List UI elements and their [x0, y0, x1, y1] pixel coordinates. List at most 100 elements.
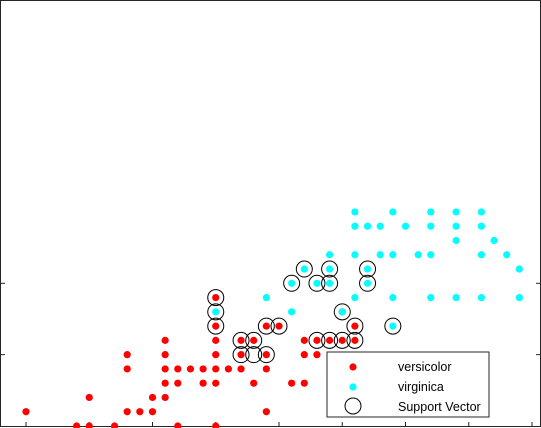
virginica-point [427, 251, 435, 259]
support-vector-circle [321, 331, 339, 349]
versicolor-point [338, 336, 346, 344]
versicolor-point [161, 379, 169, 387]
versicolor-point [174, 365, 182, 373]
versicolor-point [326, 336, 334, 344]
virginica-point [326, 279, 334, 287]
support-vector-circle [232, 331, 250, 349]
support-vector-circle [283, 274, 301, 292]
legend-label-versicolor: versicolor [398, 360, 452, 374]
versicolor-point [262, 408, 270, 416]
virginica-point [351, 251, 359, 259]
versicolor-point [136, 408, 144, 416]
virginica-point [427, 222, 435, 230]
versicolor-point [224, 365, 232, 373]
virginica-point [515, 265, 523, 273]
support-vector-circle [207, 317, 225, 335]
support-vector-circle [257, 346, 275, 364]
versicolor-point [123, 408, 131, 416]
support-vector-circle [295, 260, 313, 278]
versicolor-point [22, 408, 30, 416]
versicolor-point [186, 365, 195, 373]
virginica-point [414, 251, 422, 259]
versicolor-point [262, 351, 270, 359]
support-vector-circle [257, 317, 275, 335]
virginica-point [326, 265, 334, 273]
versicolor-point [161, 365, 169, 373]
support-vector-circle [308, 331, 326, 349]
versicolor-point [262, 322, 270, 330]
versicolor-point [123, 351, 131, 359]
virginica-point [452, 293, 460, 302]
virginica-point [389, 293, 397, 302]
versicolor-point [313, 351, 321, 359]
virginica-point [452, 208, 460, 216]
virginica-point [351, 222, 359, 230]
virginica-point [363, 265, 372, 273]
versicolor-point [212, 422, 220, 428]
virginica-point [288, 279, 296, 287]
support-vector-circle [333, 331, 351, 349]
series-versicolor [22, 293, 359, 428]
virginica-point [351, 208, 359, 216]
virginica-point [363, 222, 372, 230]
virginica-point [288, 308, 296, 316]
versicolor-point [199, 379, 207, 387]
legend-label-support-vector: Support Vector [398, 400, 481, 414]
versicolor-point [313, 336, 321, 344]
versicolor-point [237, 336, 245, 344]
versicolor-point [300, 351, 308, 359]
virginica-point [427, 293, 435, 302]
versicolor-point [300, 336, 308, 344]
support-vector-circle [333, 303, 351, 321]
versicolor-point [212, 293, 220, 302]
virginica-point [389, 208, 397, 216]
versicolor-point [212, 351, 220, 359]
virginica-point [490, 236, 498, 245]
versicolor-point [161, 351, 169, 359]
versicolor-point [237, 365, 245, 373]
support-vector-circle [207, 289, 225, 307]
virginica-point [376, 222, 384, 230]
virginica-point [376, 251, 384, 259]
versicolor-point [212, 336, 220, 344]
virginica-point [338, 308, 346, 316]
legend-marker-support-vector [344, 397, 362, 415]
virginica-point [389, 251, 397, 259]
virginica-point [212, 308, 220, 316]
versicolor-point [351, 322, 359, 330]
versicolor-point [288, 379, 296, 387]
virginica-point [477, 251, 485, 259]
support-vector-circle [232, 346, 250, 364]
virginica-point [351, 293, 359, 302]
virginica-point [326, 251, 334, 259]
versicolor-point [237, 351, 245, 359]
versicolor-point [85, 393, 93, 402]
versicolor-point [110, 422, 119, 428]
points-layer [22, 208, 523, 428]
versicolor-point [73, 422, 81, 428]
versicolor-point [275, 322, 283, 330]
virginica-point [427, 208, 435, 216]
virginica-point [401, 222, 410, 230]
versicolor-point [262, 365, 270, 373]
versicolor-point [161, 393, 169, 402]
versicolor-point [174, 422, 182, 428]
versicolor-point [212, 322, 220, 330]
virginica-point [313, 279, 321, 287]
support-vector-circle [359, 274, 377, 292]
versicolor-point [250, 336, 258, 344]
virginica-point [262, 293, 270, 302]
legend-label-virginica: virginica [398, 380, 444, 394]
virginica-point [477, 293, 485, 302]
versicolor-point [351, 336, 359, 344]
versicolor-point [85, 422, 93, 428]
versicolor-point [123, 365, 131, 373]
virginica-point [452, 236, 460, 245]
versicolor-point [161, 336, 169, 344]
legend-marker-versicolor [349, 363, 357, 371]
support-vector-circle [308, 274, 326, 292]
virginica-point [363, 279, 372, 287]
support-vector-circle [245, 331, 263, 349]
virginica-point [452, 222, 460, 230]
